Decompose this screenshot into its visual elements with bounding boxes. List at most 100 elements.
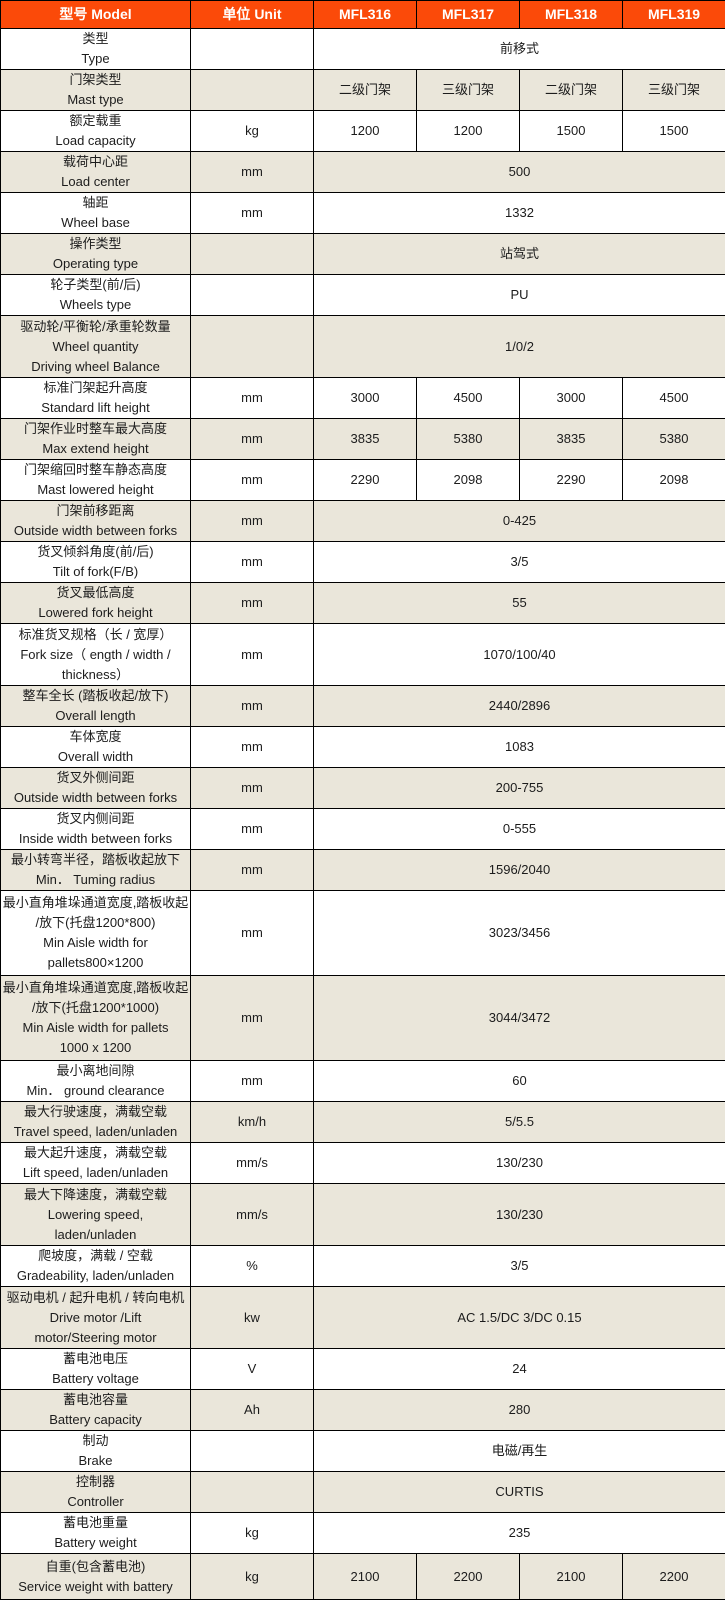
row-label: 蓄电池电压 Battery voltage (1, 1349, 191, 1390)
row-label: 轮子类型(前/后) Wheels type (1, 275, 191, 316)
row-label: 操作类型 Operating type (1, 234, 191, 275)
row-value: 1200 (417, 111, 520, 152)
row-value: 1596/2040 (314, 850, 725, 891)
row-unit: mm (191, 809, 314, 850)
row-label: 最大下降速度，满载空载 Lowering speed, laden/unlade… (1, 1184, 191, 1246)
row-value: 前移式 (314, 29, 725, 70)
row-label: 整车全长 (踏板收起/放下) Overall length (1, 686, 191, 727)
row-label: 货叉内侧间距 Inside width between forks (1, 809, 191, 850)
row-value: 3/5 (314, 1246, 725, 1287)
row-value: 三级门架 (417, 70, 520, 111)
row-value: 3023/3456 (314, 891, 725, 976)
row-unit: mm (191, 624, 314, 686)
row-label: 车体宽度 Overall width (1, 727, 191, 768)
row-value: 三级门架 (623, 70, 725, 111)
row-label: 货叉倾斜角度(前/后) Tilt of fork(F/B) (1, 542, 191, 583)
row-label: 自重(包含蓄电池) Service weight with battery (1, 1554, 191, 1600)
row-label: 载荷中心距 Load center (1, 152, 191, 193)
row-unit: mm (191, 501, 314, 542)
row-unit: mm (191, 460, 314, 501)
row-unit: kw (191, 1287, 314, 1349)
row-unit: mm (191, 419, 314, 460)
header-unit: 单位 Unit (191, 1, 314, 29)
header-mfl317: MFL317 (417, 1, 520, 29)
row-unit: kg (191, 1513, 314, 1554)
table-row: 驱动轮/平衡轮/承重轮数量 Wheel quantity Driving whe… (1, 316, 725, 378)
row-label: 额定载重 Load capacity (1, 111, 191, 152)
row-label: 爬坡度，满载 / 空载 Gradeability, laden/unladen (1, 1246, 191, 1287)
row-unit: mm/s (191, 1184, 314, 1246)
row-value: 1500 (623, 111, 725, 152)
row-unit: V (191, 1349, 314, 1390)
table-row: 最小直角堆垛通道宽度,踏板收起 /放下(托盘1200*1000) Min Ais… (1, 976, 725, 1061)
header-mfl319: MFL319 (623, 1, 725, 29)
row-value: 235 (314, 1513, 725, 1554)
row-label: 轴距 Wheel base (1, 193, 191, 234)
row-unit: mm (191, 378, 314, 419)
row-label: 最小转弯半径，踏板收起放下 Min． Tuming radius (1, 850, 191, 891)
row-value: 2098 (623, 460, 725, 501)
row-value: 3/5 (314, 542, 725, 583)
row-unit: % (191, 1246, 314, 1287)
row-value: 200-755 (314, 768, 725, 809)
row-value: 5/5.5 (314, 1102, 725, 1143)
row-value: 2290 (520, 460, 623, 501)
row-label: 最小离地间隙 Min． ground clearance (1, 1061, 191, 1102)
header-mfl316: MFL316 (314, 1, 417, 29)
row-value: 2100 (520, 1554, 623, 1600)
row-unit: mm (191, 768, 314, 809)
row-value: 2290 (314, 460, 417, 501)
header-model: 型号 Model (1, 1, 191, 29)
row-value: 2200 (417, 1554, 520, 1600)
row-value: 1200 (314, 111, 417, 152)
row-unit: mm (191, 583, 314, 624)
row-label: 门架作业时整车最大高度 Max extend height (1, 419, 191, 460)
row-value: 3000 (520, 378, 623, 419)
row-value: 2440/2896 (314, 686, 725, 727)
row-unit: mm (191, 686, 314, 727)
row-label: 货叉外侧间距 Outside width between forks (1, 768, 191, 809)
spec-table-header: 型号 Model 单位 Unit MFL316 MFL317 MFL318 MF… (1, 1, 725, 29)
table-row: 标准货叉规格（长 / 宽厚） Fork size（ ength / width … (1, 624, 725, 686)
row-unit (191, 1431, 314, 1472)
row-value: 1/0/2 (314, 316, 725, 378)
row-unit (191, 29, 314, 70)
row-label: 蓄电池容量 Battery capacity (1, 1390, 191, 1431)
row-value: 2200 (623, 1554, 725, 1600)
header-mfl318: MFL318 (520, 1, 623, 29)
row-unit (191, 234, 314, 275)
row-unit: kg (191, 1554, 314, 1600)
row-value: 24 (314, 1349, 725, 1390)
row-unit: kg (191, 111, 314, 152)
row-value: 500 (314, 152, 725, 193)
row-value: 280 (314, 1390, 725, 1431)
row-label: 标准货叉规格（长 / 宽厚） Fork size（ ength / width … (1, 624, 191, 686)
row-unit: Ah (191, 1390, 314, 1431)
row-unit (191, 1472, 314, 1513)
row-unit: mm (191, 891, 314, 976)
row-value: 1070/100/40 (314, 624, 725, 686)
row-label: 控制器 Controller (1, 1472, 191, 1513)
row-value: 3835 (314, 419, 417, 460)
row-unit (191, 316, 314, 378)
row-unit: mm (191, 1061, 314, 1102)
row-value: 0-425 (314, 501, 725, 542)
table-row: 爬坡度，满载 / 空载 Gradeability, laden/unladen%… (1, 1246, 725, 1287)
row-value: 1083 (314, 727, 725, 768)
row-unit: mm (191, 542, 314, 583)
row-value: 二级门架 (520, 70, 623, 111)
